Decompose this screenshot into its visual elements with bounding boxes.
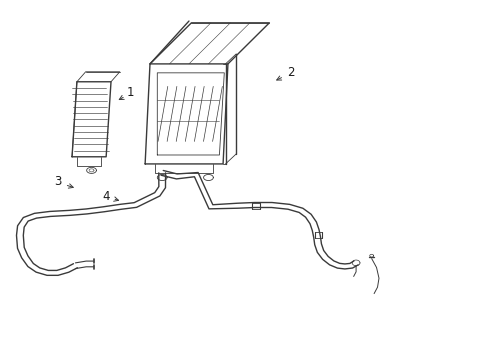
Text: 4: 4 [102, 190, 110, 203]
Text: 1: 1 [127, 86, 134, 99]
Text: 3: 3 [54, 175, 61, 188]
Text: 2: 2 [288, 66, 295, 79]
